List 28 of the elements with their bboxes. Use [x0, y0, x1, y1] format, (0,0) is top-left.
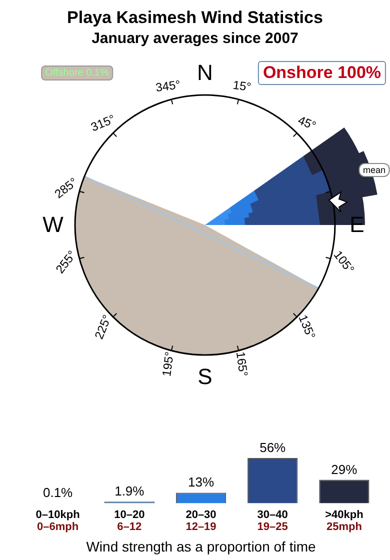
x-tick-label: >40kph 25mph	[325, 509, 364, 534]
text: Onshore 100%	[258, 61, 386, 85]
x-tick-label: 30–40 19–25	[257, 509, 288, 534]
text: 195°	[159, 350, 176, 378]
data-label: 13%	[188, 474, 214, 490]
text: 135°	[296, 312, 318, 341]
chart-subtitle: January averages since 2007	[90, 30, 300, 47]
data-label: 56%	[260, 440, 286, 455]
x-tick-label: 0–10kph 0–6mph	[36, 509, 80, 534]
text: S	[198, 364, 212, 390]
data-label: 1.9%	[114, 484, 145, 499]
text: 165°	[234, 350, 251, 378]
data-label: 0.1%	[42, 485, 74, 500]
x-axis-title: Wind strength as a proportion of time	[86, 538, 316, 554]
text: 315°	[89, 112, 118, 134]
x-tick-label: 10–20 6–12	[114, 509, 145, 534]
text: mean	[359, 162, 390, 177]
data-label: 29%	[331, 462, 358, 477]
text: W	[42, 212, 64, 238]
x-tick-label: 20–30 12–19	[186, 509, 216, 534]
text: 45°	[296, 113, 318, 134]
text: N	[197, 60, 213, 86]
text: 15°	[232, 78, 252, 94]
text: Offshore 0.1%	[41, 66, 113, 80]
text: 225°	[92, 312, 114, 341]
chart-title: Playa Kasimesh Wind Statistics	[66, 8, 324, 28]
text: 345°	[154, 77, 181, 94]
text: 105°	[330, 248, 358, 276]
